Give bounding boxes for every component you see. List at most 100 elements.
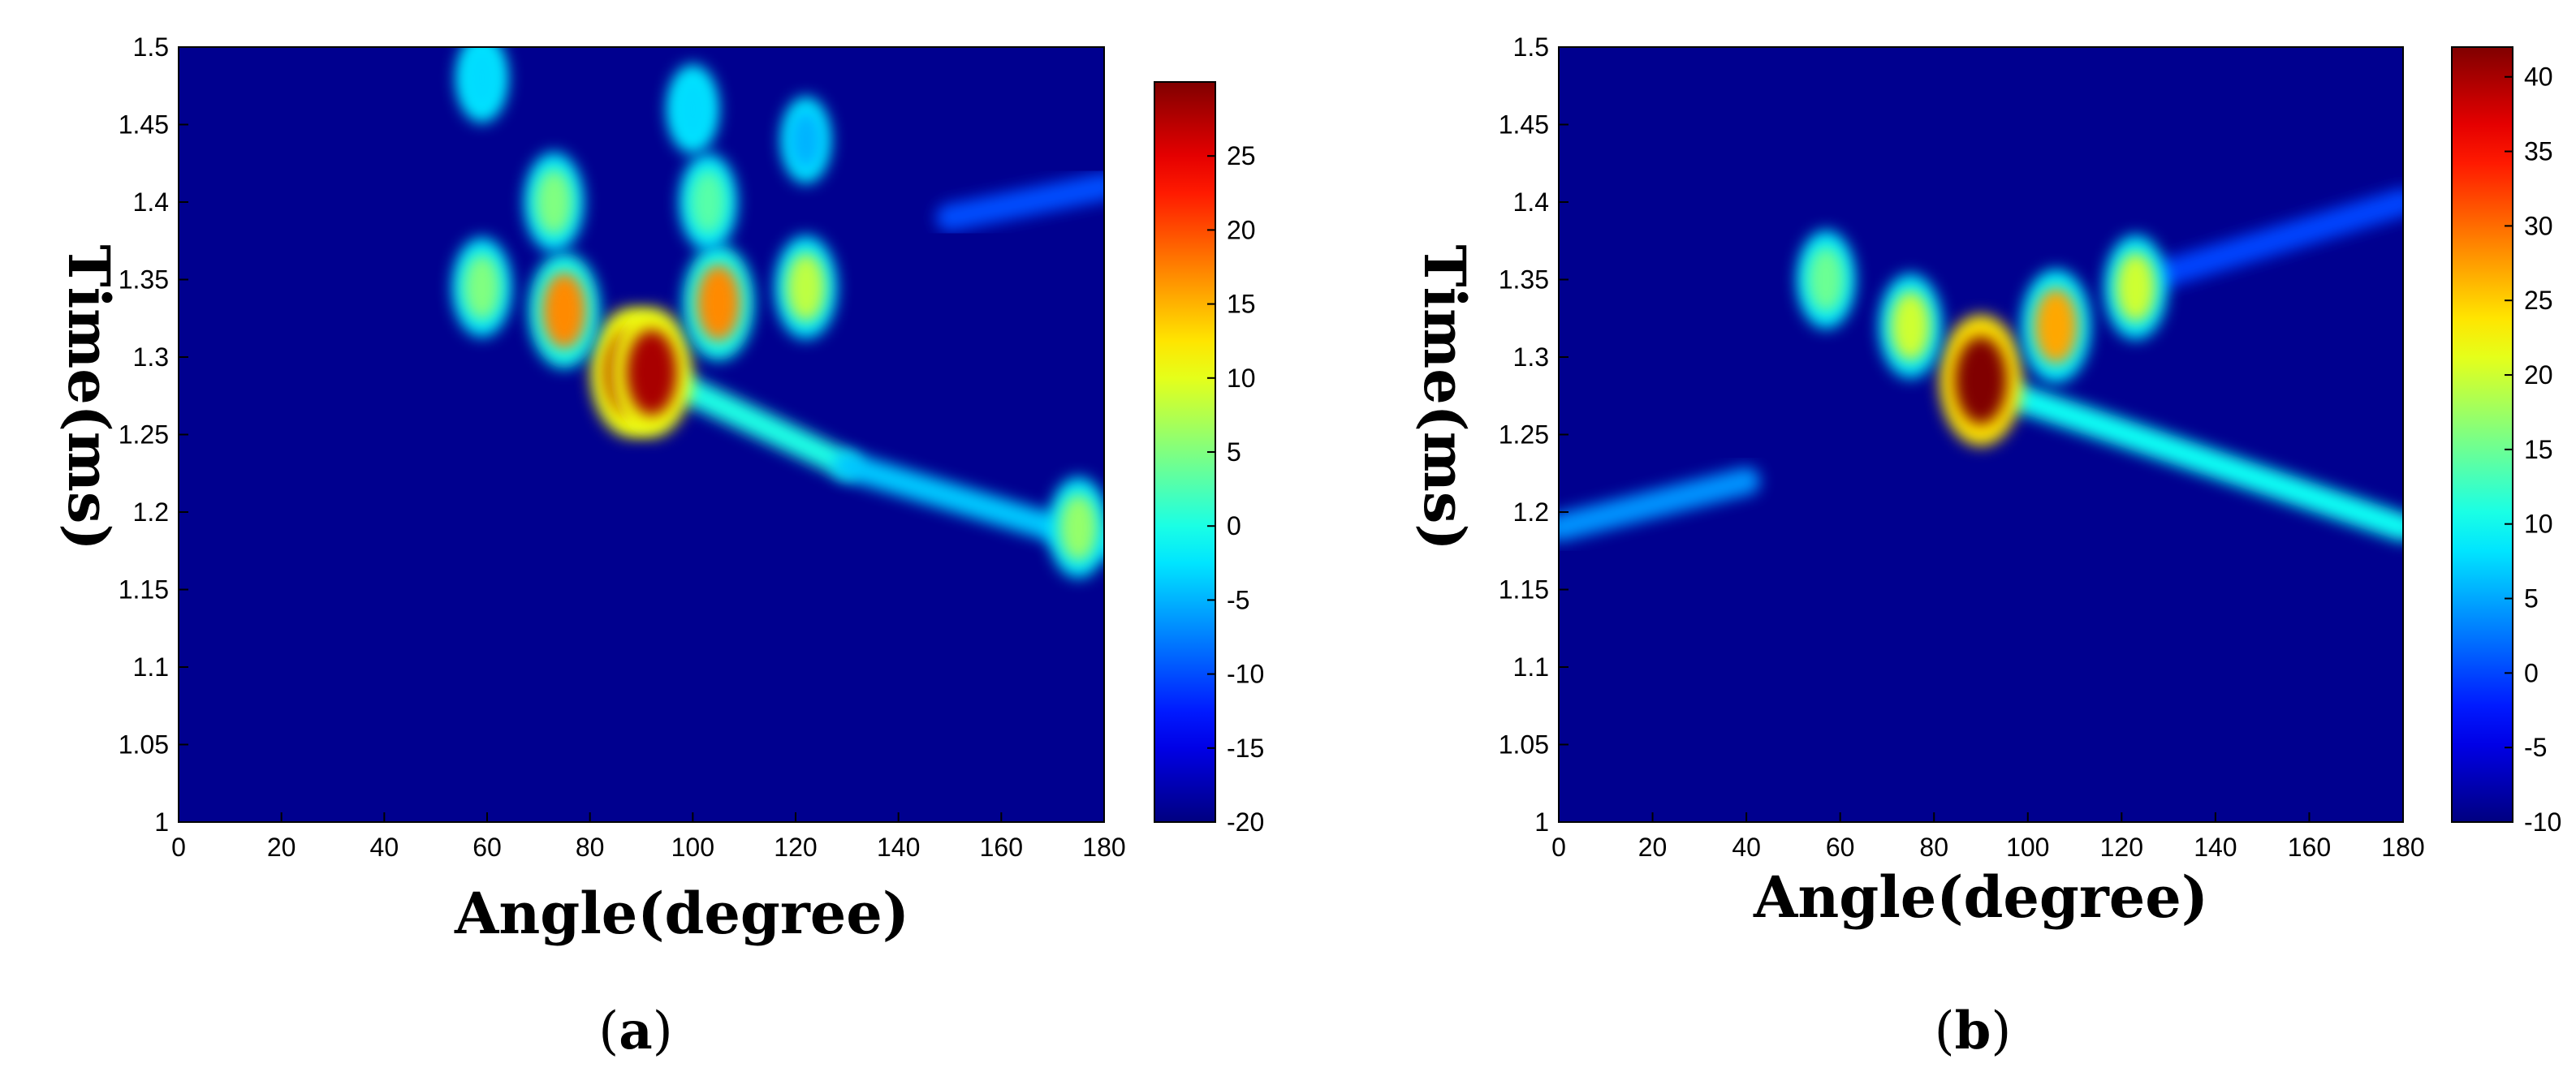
colorbar-tick-label: -5	[1227, 585, 1249, 614]
heatmap-peak	[790, 110, 822, 170]
heatmap-peak	[676, 79, 710, 140]
x-tick-label: 40	[1732, 833, 1761, 862]
colorbar-tick-label: 5	[1227, 437, 1241, 467]
panel-letter: a	[619, 1001, 652, 1061]
panel-b: 0 20 40 60 80 100 120 140 160 180 11.051.11.151.2…	[1411, 32, 2561, 1061]
colorbar-ticks: -20 -15 -10 -5 0 5 10 15 20 25	[1207, 141, 1264, 837]
colorbar-tick-label: 20	[2524, 360, 2553, 390]
heatmap-ridge	[1559, 467, 1761, 542]
y-tick-label: 1.45	[1499, 110, 1549, 140]
heatmap-peak	[1807, 247, 1845, 312]
y-tick-label: 1.35	[119, 265, 169, 295]
heatmap-peak	[1890, 291, 1931, 361]
colorbar-tick-label: -20	[1227, 807, 1264, 837]
y-tick-label: 1.15	[119, 575, 169, 605]
y-tick-label: 1.25	[119, 420, 169, 450]
colorbar-ticks: -10 -5 0 5 10 15 20 25 30 35 40	[2505, 62, 2561, 837]
y-axis-ticks: 1 1.05 1.1 1.15 1.2 1.25 1.3 1.35 1.4 1.45 1.5	[119, 32, 188, 837]
heatmap-peak	[690, 170, 727, 235]
x-tick-label: 80	[1919, 833, 1948, 862]
colorbar-tick-label: 40	[2524, 62, 2553, 92]
colorbar-tick-label: 0	[1227, 511, 1241, 540]
panel-letter: b	[1955, 1001, 1991, 1061]
x-tick-label: 0	[171, 833, 186, 862]
x-tick-label: 0	[1551, 833, 1566, 862]
y-tick-label: 1.15	[1499, 575, 1549, 605]
y-tick-label: 1.3	[133, 342, 169, 372]
panel-label: (b)	[1935, 1001, 2012, 1061]
x-tick-label: 140	[877, 833, 920, 862]
y-tick-label: 1.35	[1499, 265, 1549, 295]
y-tick-label: 1.4	[1513, 187, 1549, 217]
x-tick-label: 160	[980, 833, 1023, 862]
panel-label: (a)	[598, 1001, 672, 1061]
colorbar-tick-label: 0	[2524, 658, 2539, 687]
heatmap-peak	[2116, 252, 2156, 323]
x-tick-label: 160	[2288, 833, 2331, 862]
y-tick-label: 1.3	[1513, 342, 1549, 372]
x-tick-label: 100	[671, 833, 714, 862]
panel-a: 0 20 40 60 80 100 120 140 160 180 11.051.11.151.2…	[55, 32, 1264, 1061]
heatmap-marks	[1559, 47, 2403, 542]
y-axis-label: Time(ms)	[1411, 244, 1478, 550]
colorbar-tick-label: 10	[2524, 510, 2553, 539]
heatmap-peak	[626, 329, 677, 416]
y-tick-label: 1.05	[119, 730, 169, 760]
heatmap-peak	[786, 252, 826, 322]
y-tick-label: 1	[1534, 807, 1549, 837]
y-tick-label: 1.5	[1513, 32, 1549, 62]
heatmap-ridge	[936, 172, 1104, 232]
heatmap-peak	[1955, 336, 2007, 424]
colorbar	[2451, 46, 2513, 823]
colorbar	[1154, 81, 1216, 823]
heatmap-ridge	[1976, 374, 2403, 542]
heatmap-peak	[696, 264, 741, 342]
colorbar-tick-label: 20	[1227, 215, 1256, 244]
x-tick-label: 120	[774, 833, 817, 862]
x-axis-ticks: 0 20 40 60 80 100 120 140 160 180	[1551, 812, 2425, 862]
y-tick-label: 1.1	[133, 652, 169, 682]
x-tick-label: 20	[267, 833, 296, 862]
x-axis-ticks: 0 20 40 60 80 100 120 140 160 180	[171, 812, 1126, 862]
y-axis-ticks: 1 1.05 1.1 1.15 1.2 1.25 1.3 1.35 1.4 1.45 1.5	[1499, 32, 1568, 837]
colorbar-tick-label: 25	[2524, 286, 2553, 315]
x-tick-label: 180	[2381, 833, 2424, 862]
colorbar-tick-label: 25	[1227, 141, 1256, 170]
colorbar-tick-label: 15	[1227, 290, 1256, 319]
heatmap-peak	[535, 169, 573, 235]
colorbar-tick-label: -10	[1227, 660, 1264, 689]
x-tick-label: 60	[472, 833, 502, 862]
colorbar-tick-label: 10	[1227, 364, 1256, 393]
heatmap-peak	[463, 254, 501, 321]
y-tick-label: 1.4	[133, 187, 169, 217]
y-tick-label: 1.5	[133, 32, 169, 62]
x-tick-label: 60	[1826, 833, 1855, 862]
colorbar-tick-label: 30	[2524, 211, 2553, 240]
x-tick-label: 100	[2006, 833, 2049, 862]
y-axis-label: Time(ms)	[55, 244, 123, 550]
colorbar-tick-label: 5	[2524, 584, 2539, 613]
y-tick-label: 1.2	[1513, 497, 1549, 527]
x-tick-label: 40	[370, 833, 399, 862]
heatmap-peak	[542, 272, 587, 349]
y-tick-label: 1.45	[119, 110, 169, 140]
y-tick-label: 1.05	[1499, 730, 1549, 760]
heatmap-peak	[465, 48, 498, 109]
y-tick-label: 1.1	[1513, 652, 1549, 682]
x-tick-label: 80	[576, 833, 605, 862]
colorbar-tick-label: 15	[2524, 435, 2553, 464]
heatmap-peak	[1059, 493, 1098, 562]
colorbar-tick-label: 35	[2524, 137, 2553, 166]
y-tick-label: 1.2	[133, 497, 169, 527]
y-tick-label: 1.25	[1499, 420, 1549, 450]
x-tick-label: 180	[1082, 833, 1125, 862]
heatmap-peak	[2034, 288, 2078, 364]
colorbar-tick-label: -10	[2524, 807, 2561, 837]
x-tick-label: 120	[2100, 833, 2143, 862]
y-tick-label: 1	[154, 807, 169, 837]
colorbar-tick-label: -15	[1227, 734, 1264, 763]
heatmap-ridge	[2131, 188, 2403, 294]
x-tick-label: 20	[1638, 833, 1668, 862]
x-axis-label: Angle(degree)	[454, 880, 909, 947]
x-tick-label: 140	[2194, 833, 2237, 862]
